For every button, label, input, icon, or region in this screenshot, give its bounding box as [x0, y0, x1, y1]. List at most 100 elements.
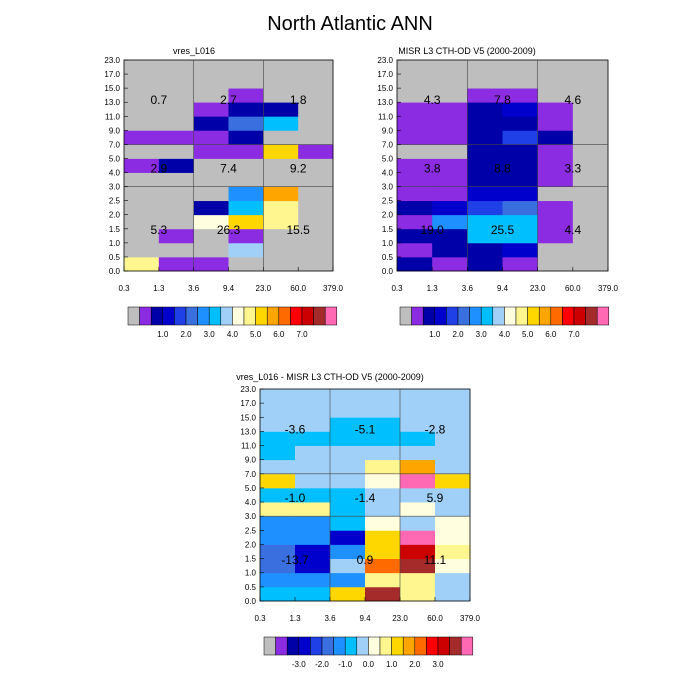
heatmap-cell — [330, 558, 366, 574]
colorbar-swatch — [243, 306, 256, 326]
heatmap-cell — [295, 586, 331, 602]
colorbar-label: 1.0 — [429, 330, 441, 339]
y-tick-label: 23.0 — [240, 385, 256, 394]
heatmap-cell — [432, 60, 468, 75]
heatmap-cell — [502, 158, 539, 173]
heatmap-cell — [228, 214, 264, 230]
heatmap-cell — [467, 158, 503, 173]
colorbar-swatch — [402, 636, 416, 656]
heatmap-cell — [397, 242, 433, 258]
x-tick-label: 60.0 — [290, 284, 306, 293]
heatmap-cell — [124, 88, 160, 103]
heatmap-cell — [537, 158, 574, 173]
colorbar-label: 6.0 — [545, 330, 557, 339]
y-tick-label: 15.0 — [240, 413, 256, 422]
heatmap-cell — [397, 130, 433, 145]
region-value-label: 9.2 — [290, 161, 307, 175]
x-tick-label: 3.6 — [188, 284, 200, 293]
heatmap-cell — [537, 144, 574, 159]
heatmap-cell — [158, 242, 195, 258]
heatmap-cell — [502, 172, 539, 187]
heatmap-cell — [432, 256, 468, 272]
heatmap-cell — [228, 144, 264, 159]
heatmap-cell — [330, 544, 366, 559]
region-value-label: -3.6 — [285, 422, 306, 436]
heatmap-cell — [124, 158, 160, 173]
y-tick-label: 5.0 — [109, 154, 121, 163]
colorbar-label: -3.0 — [292, 660, 306, 669]
region-value-label: 2.7 — [220, 93, 237, 107]
heatmap-cell — [502, 144, 539, 159]
colorbar-swatch — [313, 306, 326, 326]
heatmap-cell — [435, 403, 471, 418]
region-value-label: -2.8 — [425, 422, 446, 436]
colorbar-label: 6.0 — [273, 330, 285, 339]
colorbar-swatch — [527, 306, 540, 326]
panel-misr: MISR L3 CTH-OD V5 (2000-2009) 0.3 1.3 3.6 9… — [377, 46, 618, 339]
region-value-label: 5.9 — [427, 491, 444, 505]
x-tick-label: 1.3 — [289, 614, 301, 623]
heatmap-cell — [124, 102, 160, 117]
heatmap-cell — [228, 130, 264, 145]
heatmap-cell — [397, 228, 433, 244]
heatmap-cell — [432, 74, 468, 89]
heatmap-cell — [124, 242, 160, 258]
colorbar-swatch — [278, 306, 291, 326]
heatmap-cell — [158, 60, 195, 75]
heatmap-cell — [432, 130, 468, 145]
heatmap-cell — [432, 228, 468, 244]
heatmap-cell — [537, 102, 574, 117]
colorbar-swatch — [220, 306, 233, 326]
heatmap-cell — [572, 130, 609, 145]
y-tick-label: 23.0 — [377, 56, 393, 65]
region-value-label: -13.7 — [281, 553, 309, 567]
heatmap-cell — [260, 389, 296, 404]
heatmap-cell — [124, 74, 160, 89]
heatmap-cell — [502, 116, 539, 131]
heatmap-cell — [260, 445, 296, 461]
heatmap-cell — [537, 228, 574, 244]
heatmap-cell — [365, 473, 401, 489]
heatmap-cell — [537, 186, 574, 202]
colorbar-swatch — [139, 306, 152, 326]
x-tick-label: 9.4 — [359, 614, 371, 623]
heatmap-cell — [298, 144, 334, 159]
heatmap-cell — [193, 200, 229, 216]
heatmap-cell — [502, 74, 539, 89]
colorbar-swatch — [263, 636, 276, 656]
heatmap-cell — [263, 228, 299, 244]
heatmap-cell — [228, 186, 264, 202]
colorbar-swatch — [310, 636, 323, 656]
y-tick-label: 1.5 — [382, 225, 394, 234]
heatmap-cell — [193, 74, 229, 89]
heatmap-cell — [467, 200, 503, 216]
y-tick-label: 0.5 — [109, 253, 121, 262]
heatmap-cell — [397, 102, 433, 117]
heatmap-cell — [467, 228, 503, 244]
heatmap-cell — [432, 88, 468, 103]
heatmap-cell — [467, 172, 503, 187]
heatmap-cell — [397, 158, 433, 173]
colorbar-swatch — [411, 306, 424, 326]
heatmap-cell — [435, 487, 471, 503]
heatmap-cell — [228, 256, 264, 272]
colorbar-swatch — [457, 306, 470, 326]
colorbar-swatch — [321, 636, 334, 656]
heatmap-cell — [260, 502, 296, 517]
heatmap-cell — [467, 60, 503, 75]
heatmap-cell — [365, 487, 401, 503]
heatmap-cell — [435, 473, 471, 489]
y-tick-label: 1.5 — [109, 225, 121, 234]
heatmap-cell — [365, 431, 401, 446]
heatmap-cell — [400, 403, 436, 418]
heatmap-cell — [537, 88, 574, 103]
heatmap-cell — [263, 130, 299, 145]
heatmap-cell — [435, 544, 471, 559]
heatmap-cell — [467, 102, 503, 117]
heatmap-cell — [397, 60, 433, 75]
colorbar-swatch — [255, 306, 268, 326]
colorbar-swatch — [414, 636, 427, 656]
heatmap-cell — [435, 572, 471, 588]
colorbar-label: 7.0 — [568, 330, 580, 339]
heatmap-cell — [502, 242, 539, 258]
